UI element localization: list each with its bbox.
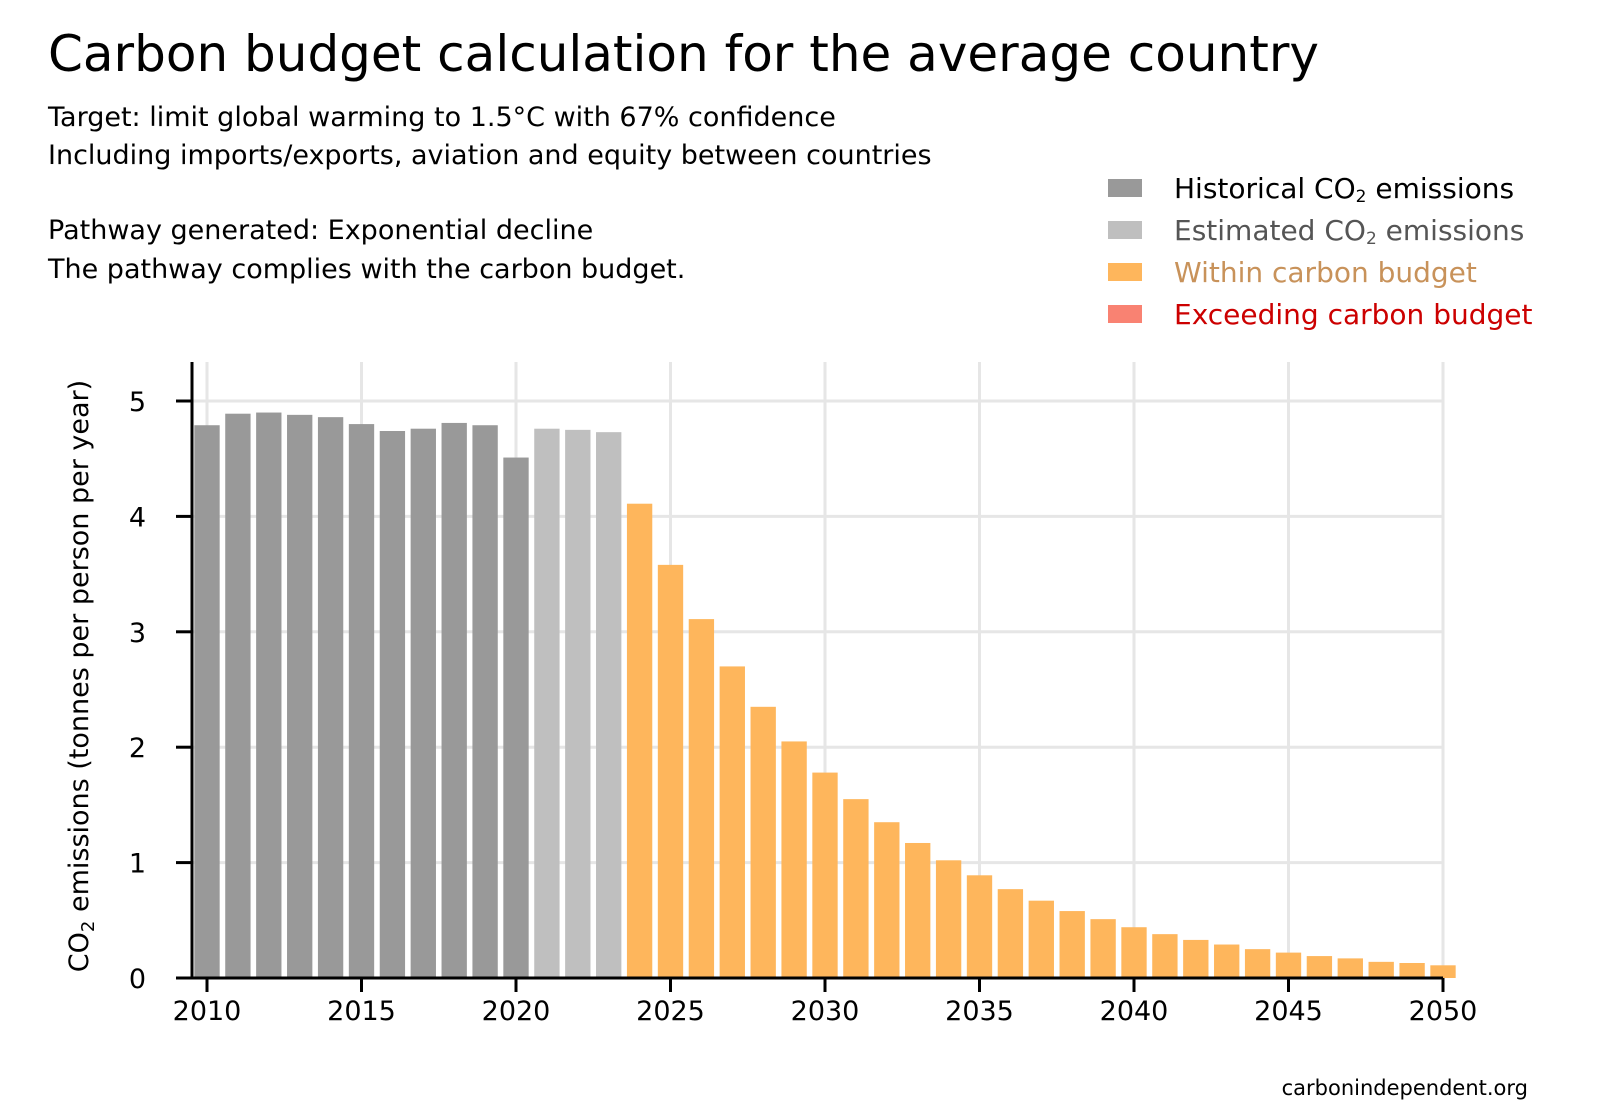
x-tick-label-2040: 2040 bbox=[1100, 996, 1169, 1027]
legend-label-exceeding: Exceeding carbon budget bbox=[1174, 297, 1533, 331]
y-tick-label-0: 0 bbox=[129, 964, 146, 995]
bar-2035 bbox=[966, 875, 993, 978]
pathway-line: Pathway generated: Exponential decline bbox=[48, 215, 594, 246]
bar-2023 bbox=[596, 432, 622, 979]
x-tick-label-2010: 2010 bbox=[173, 996, 242, 1027]
bar-2033 bbox=[905, 842, 931, 978]
y-tick-label-2: 2 bbox=[129, 733, 146, 764]
bar-2047 bbox=[1337, 958, 1363, 978]
bar-2037 bbox=[1028, 900, 1054, 978]
bar-2031 bbox=[843, 799, 869, 978]
bar-2038 bbox=[1059, 911, 1085, 978]
bar-2042 bbox=[1183, 939, 1209, 978]
bar-2025 bbox=[657, 564, 684, 978]
legend-item-estimated: Estimated CO2 emissions bbox=[1108, 212, 1524, 248]
bar-2032 bbox=[874, 822, 900, 978]
bar-2041 bbox=[1152, 934, 1178, 978]
bar-2043 bbox=[1214, 944, 1240, 978]
bar-2028 bbox=[750, 706, 776, 978]
y-tick-label-5: 5 bbox=[129, 387, 146, 418]
x-tick-label-2020: 2020 bbox=[482, 996, 551, 1027]
x-tick-label-2030: 2030 bbox=[791, 996, 860, 1027]
legend-label-historical: Historical CO2 emissions bbox=[1174, 171, 1515, 207]
bar-2022 bbox=[565, 429, 591, 979]
bar-2029 bbox=[781, 741, 807, 978]
bar-2013 bbox=[287, 414, 313, 978]
bar-2036 bbox=[997, 889, 1024, 978]
bar-2050 bbox=[1430, 965, 1456, 978]
bar-2045 bbox=[1275, 952, 1302, 978]
bar-2046 bbox=[1306, 956, 1333, 978]
target-subtitle: Target: limit global warming to 1.5°C wi… bbox=[48, 102, 836, 133]
legend-swatch-within bbox=[1108, 263, 1142, 281]
source-credit: carbonindependent.org bbox=[1281, 1076, 1528, 1100]
chart-title: Carbon budget calculation for the averag… bbox=[48, 25, 1319, 83]
compliance-line: The pathway complies with the carbon bud… bbox=[48, 254, 686, 285]
legend-swatch-exceeding bbox=[1108, 305, 1142, 323]
bar-2026 bbox=[688, 619, 715, 978]
axes: 0 1 2 3 4 5 2010 2015 2020 2025 2030 2035 2040 2045 20… bbox=[129, 362, 1478, 1027]
bar-2018 bbox=[441, 422, 467, 978]
bar-2021 bbox=[534, 428, 560, 978]
legend-item-within: Within carbon budget bbox=[1108, 254, 1477, 290]
x-tick-label-2015: 2015 bbox=[327, 996, 396, 1027]
legend-swatch-estimated bbox=[1108, 221, 1142, 239]
bar-2016 bbox=[379, 431, 406, 978]
x-tick-label-2050: 2050 bbox=[1409, 996, 1478, 1027]
x-tick-label-2045: 2045 bbox=[1254, 996, 1323, 1027]
y-tick-label-4: 4 bbox=[129, 502, 146, 533]
y-axis-label: CO2 emissions (tonnes per person per yea… bbox=[64, 380, 99, 972]
x-tick-label-2025: 2025 bbox=[636, 996, 705, 1027]
bar-2044 bbox=[1244, 949, 1271, 978]
bar-2020 bbox=[503, 457, 529, 978]
legend-item-historical: Historical CO2 emissions bbox=[1108, 170, 1514, 206]
legend-swatch-historical bbox=[1108, 179, 1142, 197]
bar-2012 bbox=[256, 412, 282, 978]
bar-2034 bbox=[935, 860, 962, 978]
bar-2049 bbox=[1399, 962, 1425, 978]
bar-2017 bbox=[410, 428, 436, 978]
bar-2011 bbox=[225, 413, 251, 979]
bar-2048 bbox=[1368, 961, 1394, 978]
legend-label-within: Within carbon budget bbox=[1174, 255, 1477, 289]
bar-2027 bbox=[719, 666, 745, 978]
bar-2014 bbox=[317, 417, 344, 978]
y-tick-label-3: 3 bbox=[129, 618, 146, 649]
bars bbox=[194, 412, 1456, 979]
bar-2019 bbox=[472, 425, 498, 978]
bar-2039 bbox=[1090, 919, 1116, 978]
legend-label-estimated: Estimated CO2 emissions bbox=[1174, 213, 1525, 249]
bar-2040 bbox=[1121, 927, 1147, 978]
scope-subtitle: Including imports/exports, aviation and … bbox=[48, 140, 932, 171]
bar-2010 bbox=[194, 425, 220, 978]
bar-2015 bbox=[348, 424, 375, 979]
bar-2024 bbox=[626, 503, 653, 978]
x-tick-label-2035: 2035 bbox=[945, 996, 1014, 1027]
y-tick-label-1: 1 bbox=[129, 849, 146, 880]
bar-2030 bbox=[812, 772, 838, 978]
legend-item-exceeding: Exceeding carbon budget bbox=[1108, 296, 1532, 332]
